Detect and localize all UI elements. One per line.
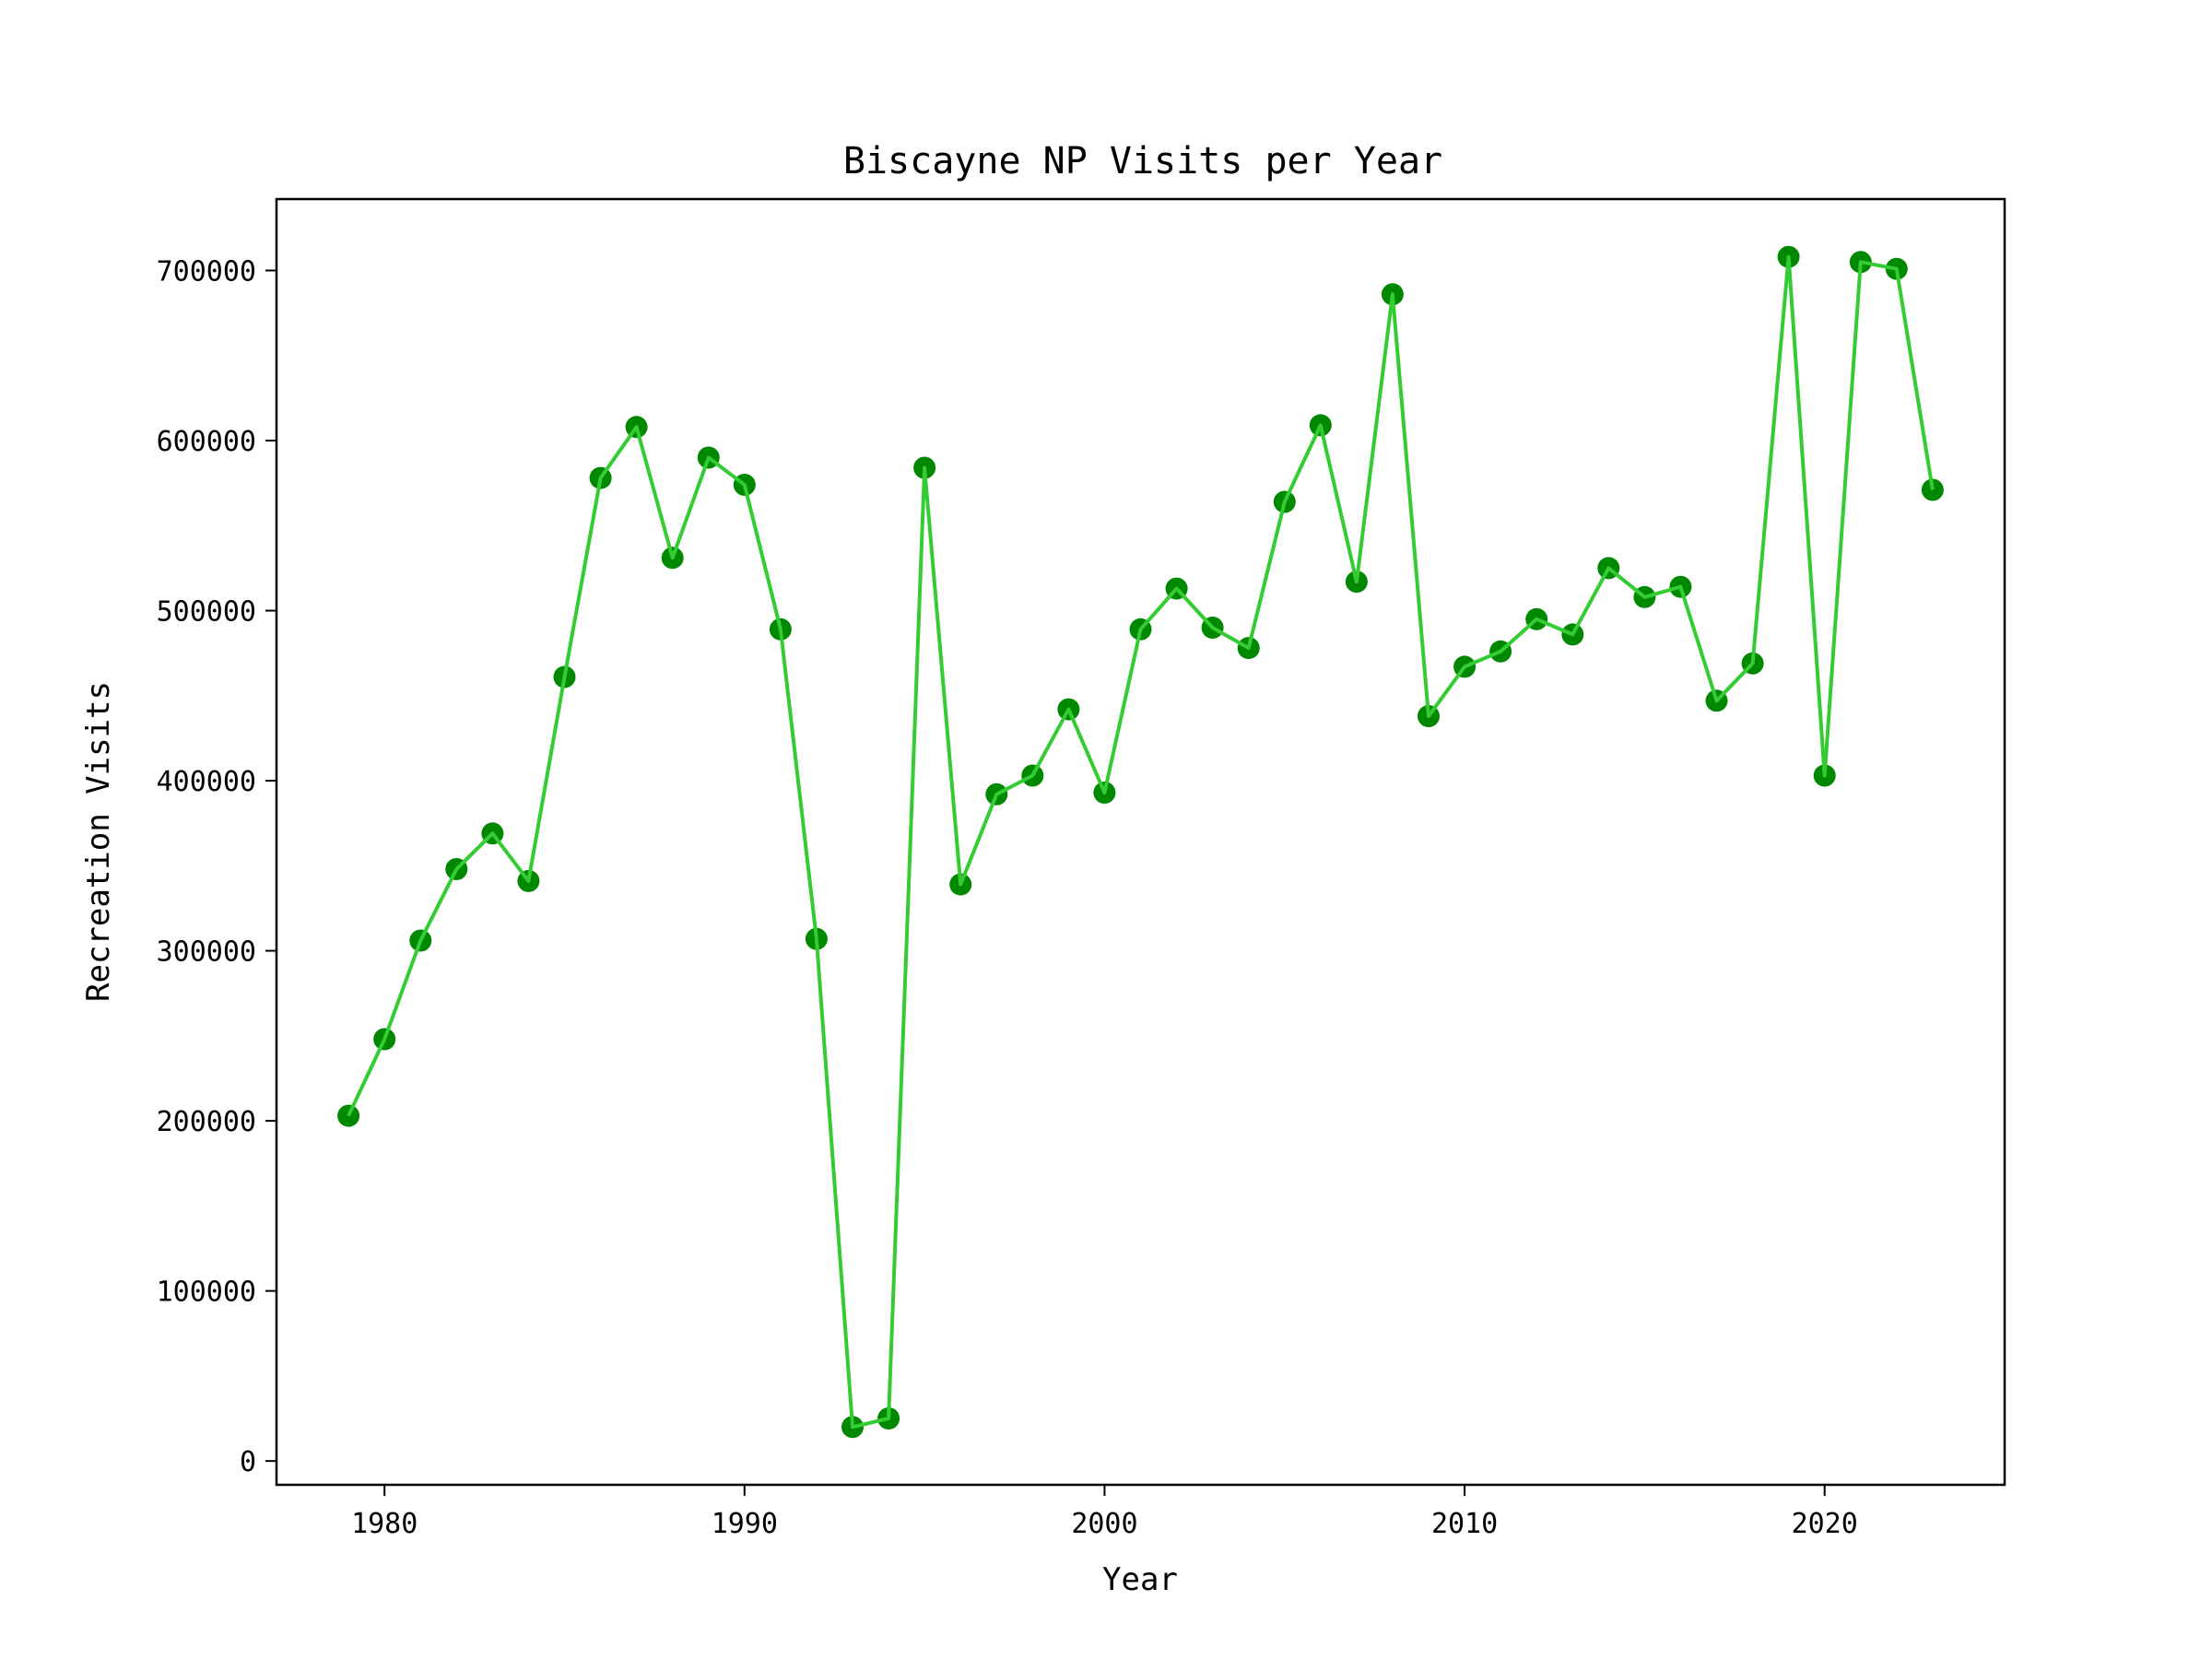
y-tick-label: 0	[240, 1446, 256, 1478]
x-tick-label: 1990	[712, 1508, 778, 1540]
x-tick-label: 2000	[1071, 1508, 1137, 1540]
y-tick-label: 500000	[157, 596, 256, 629]
plot-frame	[275, 197, 2006, 1487]
series-line	[347, 254, 1935, 1430]
y-tick-label: 700000	[157, 256, 256, 288]
y-tick-label: 200000	[157, 1106, 256, 1138]
y-tick-label: 100000	[157, 1277, 256, 1309]
x-tick-label: 2010	[1431, 1508, 1498, 1540]
x-axis-label: Year	[1102, 1561, 1178, 1598]
y-tick-label: 400000	[157, 766, 256, 798]
y-axis-label: Recreation Visits	[80, 681, 117, 1002]
y-tick-label: 600000	[157, 426, 256, 458]
x-tick-label: 1980	[351, 1508, 418, 1540]
y-tick-label: 300000	[157, 936, 256, 969]
chart-title: Biscayne NP Visits per Year	[843, 140, 1442, 182]
x-tick-label: 2020	[1792, 1508, 1858, 1540]
